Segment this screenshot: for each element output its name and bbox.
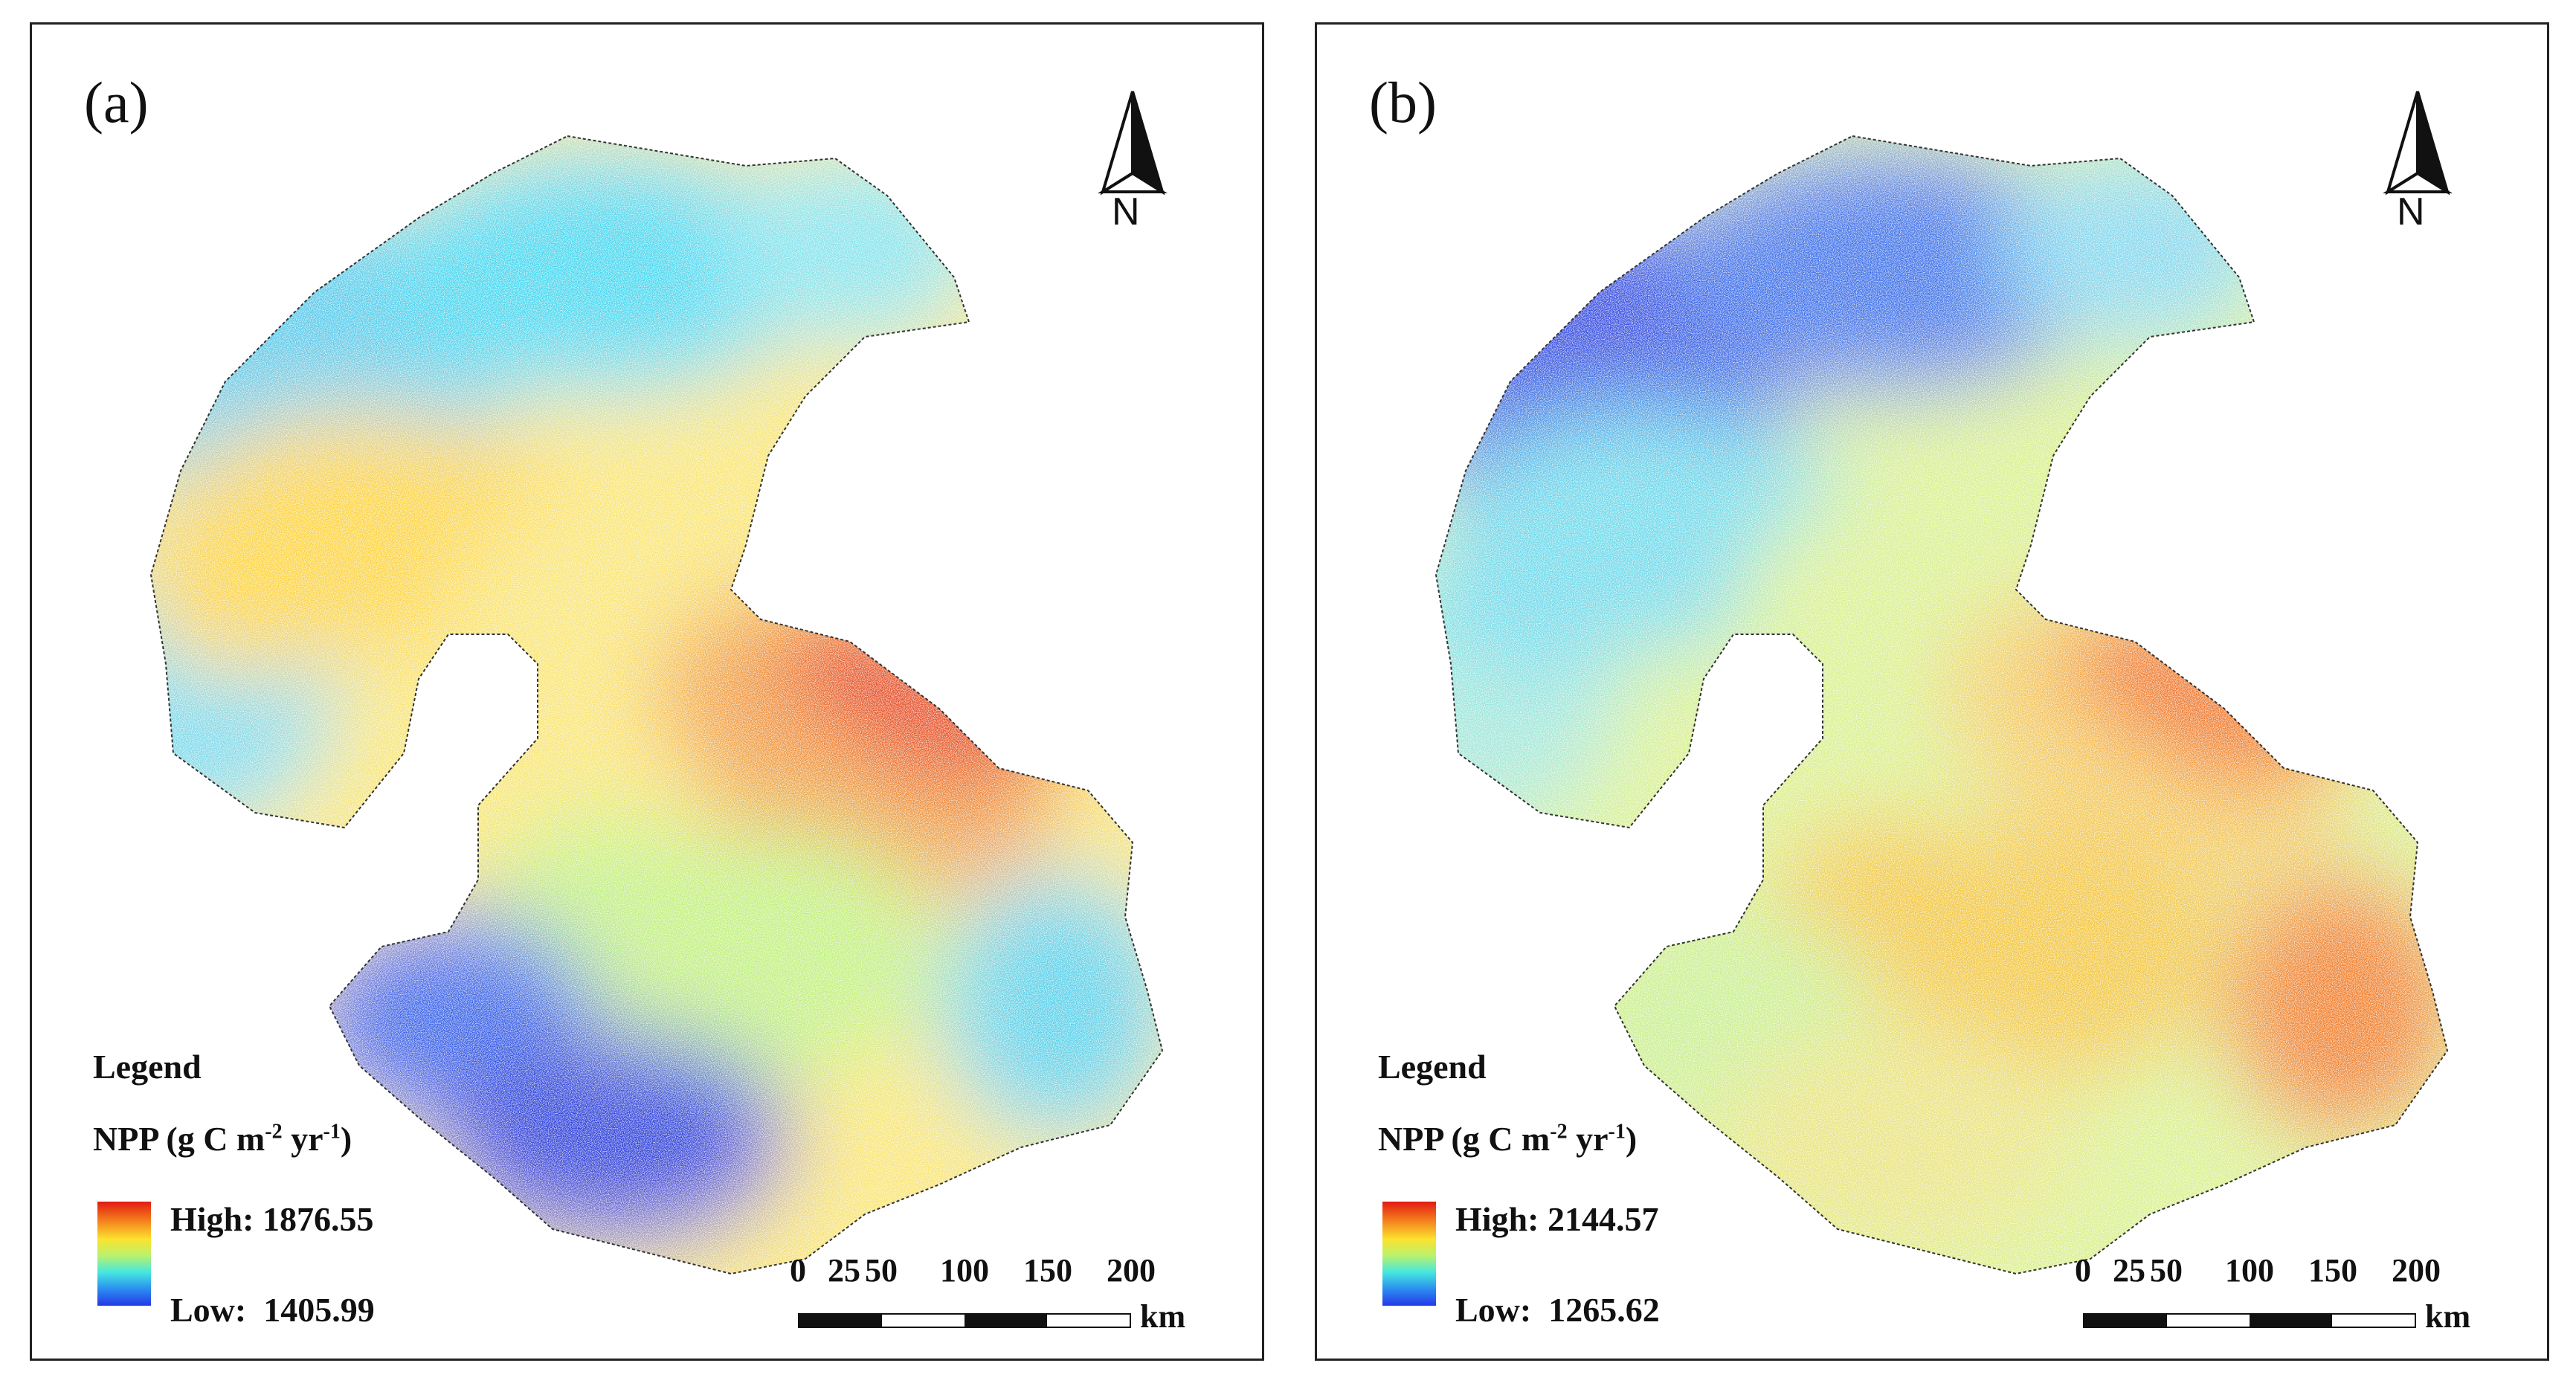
scale-tick: 25 — [2113, 1252, 2145, 1289]
scale-segment — [1047, 1315, 1130, 1327]
region-boundary-b — [1434, 135, 2449, 1275]
scale-ticks: 0 25 50 100 150 200 — [1317, 1251, 2547, 1296]
scale-tick: 150 — [2308, 1252, 2357, 1289]
legend-var-close: ) — [340, 1120, 352, 1158]
scale-tick: 0 — [2075, 1252, 2091, 1289]
legend-var-text: NPP (g C m — [93, 1120, 265, 1158]
legend-color-ramp — [1382, 1202, 1436, 1306]
scale-segment — [2332, 1315, 2415, 1327]
scale-segment — [799, 1315, 882, 1327]
scale-bar — [2083, 1313, 2416, 1328]
scale-tick: 50 — [865, 1252, 898, 1289]
scale-tick: 200 — [1107, 1252, 1156, 1289]
legend-exp1: -2 — [1550, 1120, 1568, 1144]
scale-segment — [882, 1315, 965, 1327]
scale-tick: 100 — [2225, 1252, 2274, 1289]
legend-exp2: -1 — [1608, 1120, 1626, 1144]
north-label: N — [2397, 190, 2425, 233]
legend-variable: NPP (g C m-2 yr-1) — [1378, 1119, 1637, 1158]
legend-title: Legend — [1378, 1048, 1487, 1086]
scale-segment — [2084, 1315, 2167, 1327]
scale-ticks: 0 25 50 100 150 200 — [32, 1251, 1262, 1296]
panel-label: (a) — [84, 70, 149, 135]
region-boundary-a — [149, 135, 1164, 1275]
north-arrow-icon — [1098, 91, 1168, 196]
map-panel-b: (b) N Legend NPP (g C m-2 yr-1) High: 21… — [1315, 22, 2549, 1361]
legend-var-mid: yr — [282, 1120, 323, 1158]
legend-title: Legend — [93, 1048, 202, 1086]
legend-color-ramp — [97, 1202, 151, 1306]
legend-high: High: 1876.55 — [170, 1200, 374, 1238]
scale-tick: 150 — [1023, 1252, 1072, 1289]
legend-exp1: -2 — [265, 1120, 283, 1144]
scale-bar — [798, 1313, 1131, 1328]
scale-unit: km — [2425, 1298, 2471, 1335]
scale-tick: 200 — [2392, 1252, 2441, 1289]
scale-segment — [965, 1315, 1047, 1327]
scale-tick: 100 — [940, 1252, 989, 1289]
legend-var-mid: yr — [1567, 1120, 1609, 1158]
legend-variable: NPP (g C m-2 yr-1) — [93, 1119, 352, 1158]
north-arrow-icon — [2383, 91, 2453, 196]
npp-map-b — [1434, 135, 2449, 1275]
scale-tick: 50 — [2150, 1252, 2183, 1289]
north-label: N — [1112, 190, 1140, 233]
scale-segment — [2250, 1315, 2332, 1327]
scale-tick: 25 — [828, 1252, 860, 1289]
scale-unit: km — [1140, 1298, 1186, 1335]
legend-var-text: NPP (g C m — [1378, 1120, 1551, 1158]
legend-low: Low: 1265.62 — [1455, 1291, 1660, 1329]
legend-low: Low: 1405.99 — [170, 1291, 375, 1329]
scale-tick: 0 — [790, 1252, 806, 1289]
legend-high: High: 2144.57 — [1455, 1200, 1659, 1238]
panel-label: (b) — [1369, 70, 1437, 135]
legend-exp2: -1 — [323, 1120, 341, 1144]
legend-var-close: ) — [1625, 1120, 1638, 1158]
npp-map-a — [149, 135, 1164, 1275]
map-panel-a: (a) N Legend NPP (g C m-2 yr-1) High: 18… — [30, 22, 1264, 1361]
scale-segment — [2167, 1315, 2250, 1327]
